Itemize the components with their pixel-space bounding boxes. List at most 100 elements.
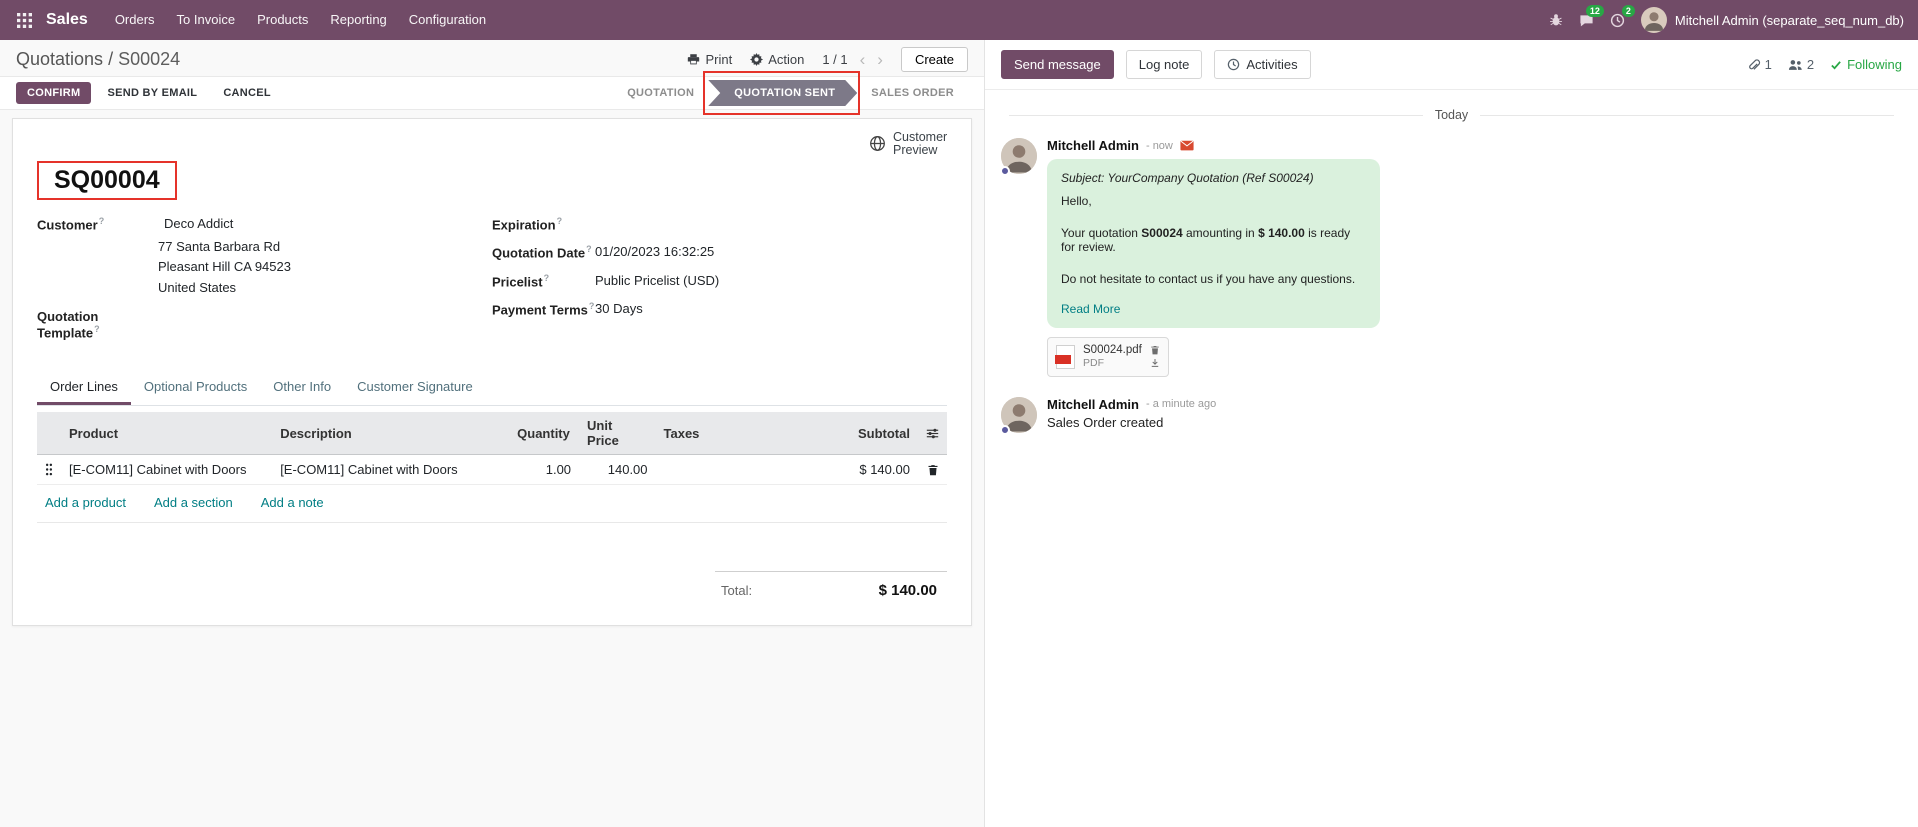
taxes-column-header[interactable]: Taxes — [655, 412, 850, 456]
activities-button[interactable]: Activities — [1214, 50, 1311, 79]
payment-terms-value[interactable]: 30 Days — [595, 300, 643, 316]
author-avatar[interactable] — [1000, 396, 1037, 435]
control-panel-right: Print Action 1 / 1 ‹ › Create — [687, 46, 968, 72]
email-closing: Do not hesitate to contact us if you hav… — [1061, 272, 1356, 286]
menu-products[interactable]: Products — [257, 12, 309, 27]
drag-handle-icon[interactable] — [37, 454, 61, 486]
status-step-quotation[interactable]: QUOTATION — [627, 87, 695, 99]
annotation-box-title: SQ00004 — [37, 161, 177, 200]
gear-icon — [750, 52, 764, 66]
pricelist-value[interactable]: Public Pricelist (USD) — [595, 272, 720, 288]
confirm-button[interactable]: CONFIRM — [16, 82, 92, 104]
pager-next-icon[interactable]: › — [877, 49, 883, 69]
table-header-row: Product Description Quantity Unit Price … — [37, 412, 947, 456]
total-value: $ 140.00 — [878, 582, 937, 600]
cell-taxes[interactable] — [655, 454, 850, 486]
help-icon: ? — [543, 272, 550, 283]
menu-configuration[interactable]: Configuration — [408, 12, 487, 27]
notebook: Order Lines Optional Products Other Info… — [37, 371, 947, 609]
subtotal-column-header[interactable]: Subtotal — [849, 412, 918, 456]
attachments-button[interactable]: 1 — [1747, 57, 1772, 72]
user-name: Mitchell Admin (separate_seq_num_db) — [1674, 12, 1904, 28]
message-author[interactable]: Mitchell Admin — [1047, 396, 1139, 412]
read-more-link[interactable]: Read More — [1061, 302, 1121, 316]
notebook-tabs: Order Lines Optional Products Other Info… — [37, 371, 947, 407]
bug-icon[interactable] — [1549, 13, 1563, 27]
log-note-button[interactable]: Log note — [1125, 50, 1203, 79]
quantity-column-header[interactable]: Quantity — [509, 412, 580, 456]
print-button[interactable]: Print — [687, 52, 732, 67]
activities-label: Activities — [1246, 57, 1298, 72]
customer-label: Customer? — [37, 216, 105, 233]
breadcrumb-quotations[interactable]: Quotations — [16, 48, 104, 69]
cell-quantity[interactable]: 1.00 — [509, 454, 580, 486]
messages-icon[interactable]: 12 — [1579, 4, 1604, 28]
cell-description[interactable]: [E-COM11] Cabinet with Doors — [272, 454, 510, 486]
help-icon: ? — [586, 244, 592, 255]
pricelist-field[interactable]: Pricelist? Public Pricelist (USD) — [492, 273, 947, 289]
customer-address: 77 Santa Barbara Rd Pleasant Hill CA 945… — [158, 237, 492, 297]
tab-customer-signature[interactable]: Customer Signature — [357, 379, 473, 395]
delete-line-icon[interactable] — [917, 454, 947, 486]
menu-to-invoice[interactable]: To Invoice — [176, 12, 236, 27]
attachment-actions — [1150, 345, 1160, 368]
product-column-header[interactable]: Product — [61, 412, 273, 456]
status-step-quotation-sent[interactable]: QUOTATION SENT — [708, 80, 857, 106]
pager-previous-icon[interactable]: ‹ — [859, 49, 866, 69]
globe-icon — [869, 135, 886, 152]
app-brand[interactable]: Sales — [46, 11, 88, 28]
customer-value[interactable]: Deco Addict — [164, 216, 234, 231]
attachment-card[interactable]: S00024.pdf PDF — [1047, 337, 1169, 377]
download-attachment-icon[interactable] — [1150, 358, 1160, 368]
send-by-email-button[interactable]: SEND BY EMAIL — [97, 82, 207, 104]
expiration-field[interactable]: Expiration? — [492, 216, 947, 232]
message-body: Sales Order created — [1047, 414, 1164, 430]
tab-other-info[interactable]: Other Info — [273, 379, 332, 395]
menu-orders[interactable]: Orders — [114, 12, 155, 27]
create-button[interactable]: Create — [900, 46, 968, 72]
author-avatar[interactable] — [1000, 138, 1037, 176]
breadcrumb-separator: / — [108, 48, 114, 69]
cancel-button[interactable]: CANCEL — [213, 82, 281, 104]
cell-product[interactable]: [E-COM11] Cabinet with Doors — [61, 454, 273, 486]
menu-reporting[interactable]: Reporting — [330, 12, 387, 27]
payment-terms-field[interactable]: Payment Terms? 30 Days — [492, 301, 947, 317]
online-status-dot — [1000, 166, 1010, 176]
tab-optional-products[interactable]: Optional Products — [143, 379, 248, 395]
form-view-panel: Quotations / S00024 Print — [0, 40, 985, 827]
breadcrumb: Quotations / S00024 — [16, 49, 180, 70]
attachment-name[interactable]: S00024.pdf — [1083, 344, 1142, 356]
quotation-template-field[interactable]: Quotation Template? — [37, 309, 492, 340]
description-column-header[interactable]: Description — [272, 412, 510, 456]
activities-clock-icon[interactable]: 2 — [1610, 4, 1635, 28]
apps-menu-icon[interactable] — [10, 0, 38, 40]
add-section-link[interactable]: Add a section — [153, 495, 233, 511]
unit-price-column-header[interactable]: Unit Price — [579, 412, 656, 456]
email-envelope-icon[interactable] — [1180, 140, 1194, 151]
pager: 1 / 1 ‹ › — [822, 51, 883, 68]
customer-preview-button[interactable]: Customer Preview — [869, 131, 955, 156]
total-label: Total: — [721, 583, 753, 599]
tab-order-lines[interactable]: Order Lines — [37, 371, 131, 406]
followers-button[interactable]: 2 — [1788, 57, 1814, 72]
delete-attachment-icon[interactable] — [1150, 345, 1160, 355]
record-name[interactable]: SQ00004 — [54, 166, 160, 194]
user-menu[interactable]: Mitchell Admin (separate_seq_num_db) — [1640, 7, 1904, 33]
expiration-label: Expiration? — [492, 216, 563, 233]
email-subject: Subject: YourCompany Quotation (Ref S000… — [1061, 171, 1314, 185]
add-note-link[interactable]: Add a note — [260, 495, 324, 511]
message-header: Mitchell Admin - now — [1047, 138, 1902, 153]
add-product-link[interactable]: Add a product — [45, 495, 126, 511]
customer-preview-label: Customer Preview — [893, 130, 948, 157]
message-author[interactable]: Mitchell Admin — [1047, 138, 1139, 153]
quotation-date-value[interactable]: 01/20/2023 16:32:25 — [595, 244, 715, 260]
status-step-sales-order[interactable]: SALES ORDER — [871, 87, 954, 99]
action-menu-button[interactable]: Action — [750, 52, 804, 67]
optional-columns-icon[interactable] — [917, 412, 947, 456]
following-button[interactable]: Following — [1830, 57, 1902, 72]
attachment-info: S00024.pdf PDF — [1083, 343, 1142, 371]
cell-unit-price[interactable]: 140.00 — [579, 454, 656, 486]
order-line-row[interactable]: [E-COM11] Cabinet with Doors [E-COM11] C… — [37, 454, 947, 486]
quotation-date-field[interactable]: Quotation Date? 01/20/2023 16:32:25 — [492, 244, 947, 260]
send-message-button[interactable]: Send message — [1001, 50, 1114, 79]
